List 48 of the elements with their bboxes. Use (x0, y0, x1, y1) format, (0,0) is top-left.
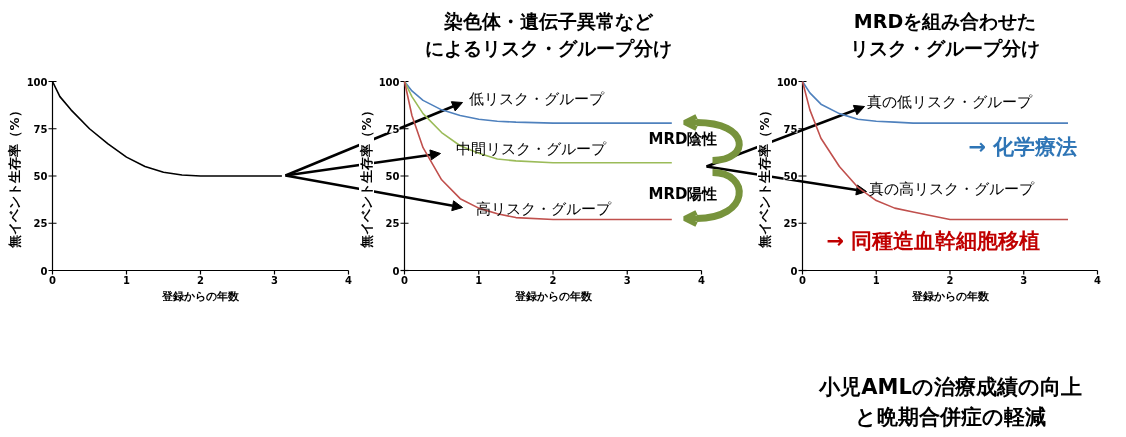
series-label: 真の高リスク・グループ (868, 179, 1035, 198)
y-tick-label: 75 (783, 123, 798, 135)
x-tick-label: 1 (475, 274, 483, 286)
annotation: → 同種造血幹細胞移植 (826, 228, 1041, 253)
x-tick-label: 4 (698, 274, 706, 286)
x-tick-label: 3 (1020, 274, 1028, 286)
y-axis-title: 無イベント生存率（%） (757, 104, 772, 249)
y-tick-label: 100 (26, 76, 48, 88)
x-tick-label: 3 (271, 274, 279, 286)
y-tick-label: 100 (776, 76, 798, 88)
y-tick-label: 0 (40, 265, 48, 277)
line-series (801, 80, 1069, 124)
y-tick-label: 0 (790, 265, 798, 277)
x-tick-label: 0 (799, 274, 807, 286)
annotation: MRD陽性 (648, 184, 718, 203)
series-label: 低リスク・グループ (468, 89, 605, 108)
y-tick-label: 50 (33, 171, 48, 182)
y-tick-label: 25 (33, 218, 48, 230)
y-tick-label: 50 (385, 171, 400, 182)
line-series (403, 80, 673, 124)
x-axis-title: 登録からの年数 (161, 290, 240, 303)
y-tick-label: 0 (392, 265, 400, 277)
x-tick-label: 1 (123, 274, 131, 286)
x-axis-title: 登録からの年数 (910, 290, 990, 303)
x-tick-label: 2 (197, 274, 205, 286)
x-tick-label: 0 (49, 274, 57, 286)
y-tick-label: 75 (33, 123, 48, 135)
annotation: MRD陰性 (648, 129, 718, 148)
x-axis-title: 登録からの年数 (513, 290, 593, 303)
y-axis-title: 無イベント生存率（%） (7, 104, 22, 249)
text: 小児AMLの治療成績の向上と晩期合併症の軽減 (818, 374, 1082, 429)
x-tick-label: 2 (946, 274, 954, 286)
chart-title: 染色体・遺伝子異常などによるリスク・グループ分け (424, 9, 672, 59)
chart-title: MRDを組み合わせたリスク・グループ分け (850, 9, 1040, 59)
x-tick-label: 2 (549, 274, 557, 286)
x-tick-label: 4 (345, 274, 353, 286)
x-tick-label: 0 (401, 274, 409, 286)
annotation: → 化学療法 (968, 134, 1078, 159)
x-tick-label: 1 (872, 274, 880, 286)
y-tick-label: 100 (378, 76, 400, 88)
x-tick-label: 3 (623, 274, 631, 286)
y-tick-label: 25 (783, 218, 798, 230)
y-tick-label: 75 (385, 123, 400, 135)
x-tick-label: 4 (1094, 274, 1102, 286)
series-label: 真の低リスク・グループ (866, 92, 1033, 111)
y-tick-label: 25 (385, 218, 400, 230)
y-axis-title: 無イベント生存率（%） (359, 104, 374, 249)
y-tick-label: 50 (783, 171, 798, 182)
